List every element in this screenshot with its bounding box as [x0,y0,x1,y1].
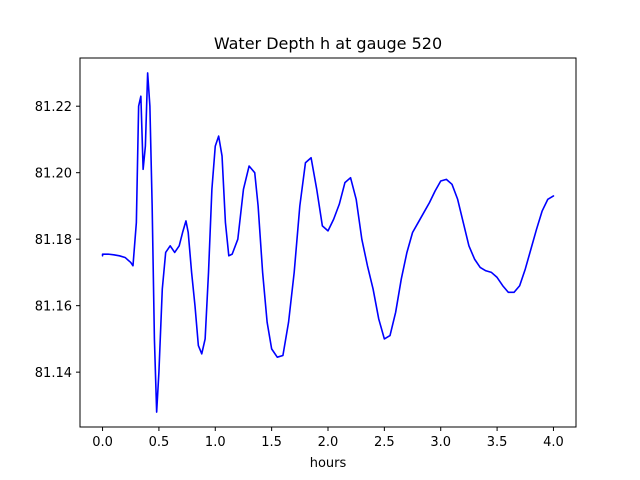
x-tick-label: 3.0 [430,435,451,450]
y-tick-label: 81.18 [35,233,72,248]
y-axis: 81.14 81.16 81.18 81.20 81.22 [35,100,80,381]
y-tick-label: 81.14 [35,366,72,381]
x-axis-label: hours [310,456,347,471]
x-tick-label: 0.0 [92,435,113,450]
x-tick-label: 4.0 [543,435,564,450]
plot-area [101,72,555,413]
series-line-0 [101,72,555,413]
x-tick-label: 1.5 [261,435,282,450]
y-tick-label: 81.20 [35,167,72,182]
x-tick-label: 2.5 [374,435,395,450]
x-tick-label: 1.0 [205,435,226,450]
chart-title: Water Depth h at gauge 520 [214,34,442,53]
x-tick-label: 2.0 [318,435,339,450]
y-tick-label: 81.16 [35,300,72,315]
y-tick-label: 81.22 [35,100,72,115]
x-axis: 0.0 0.5 1.0 1.5 2.0 2.5 3.0 3.5 4.0 [92,427,564,450]
x-tick-label: 0.5 [149,435,170,450]
x-tick-label: 3.5 [487,435,508,450]
